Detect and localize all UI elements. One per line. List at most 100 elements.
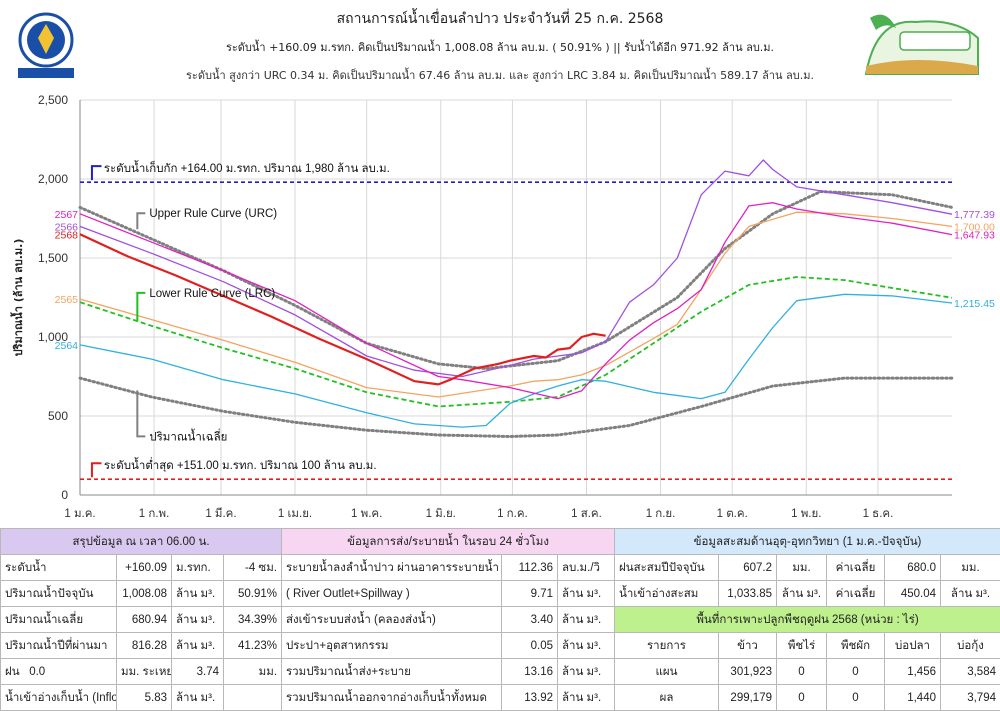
- table-cell: 680.0: [885, 555, 941, 581]
- table-cell: 0.05: [502, 633, 558, 659]
- summary-title: สรุปข้อมูล ณ เวลา 06.00 น.: [1, 529, 282, 555]
- table-cell: 680.94: [117, 607, 172, 633]
- table-cell: แผน: [615, 659, 719, 685]
- crop-header-row: รายการข้าวพืชไร่พืชผักบ่อปลาบ่อกุ้ง: [615, 633, 1000, 659]
- table-cell: 13.92: [502, 685, 558, 711]
- release-table: ข้อมูลการส่ง/ระบายน้ำ ในรอบ 24 ชั่วโมง ร…: [281, 528, 615, 711]
- x-tick-label: 1 พ.ค.: [351, 508, 382, 520]
- table-cell: 3,794: [941, 685, 1000, 711]
- crop-area-title: พื้นที่การเพาะปลูกพืชฤดูฝน 2568 (หน่วย :…: [615, 607, 1000, 633]
- table-cell: ระบายน้ำลงลำน้ำปาว ผ่านอาคารระบายน้ำ: [282, 555, 502, 581]
- table-cell: น้ำเข้าอ่างสะสม: [615, 581, 719, 607]
- reference-line-label: ระดับน้ำเก็บกัก +164.00 ม.รทก. ปริมาณ 1,…: [104, 160, 390, 175]
- table-cell: น้ำเข้าอ่างเก็บน้ำ (Inflow): [1, 685, 117, 711]
- table-cell: 1,008.08: [117, 581, 172, 607]
- table-cell: ล้าน ม³.: [941, 581, 1000, 607]
- x-tick-label: 1 ก.ย.: [646, 508, 676, 520]
- table-cell: ปริมาณน้ำปีที่ผ่านมา: [1, 633, 117, 659]
- series-start-label: 2564: [55, 340, 79, 352]
- table-cell: ลบ.ม./วิ: [558, 555, 615, 581]
- x-tick-label: 1 ต.ค.: [717, 508, 748, 520]
- table-cell: ล้าน ม³.: [172, 685, 224, 711]
- table-cell: 0: [827, 685, 885, 711]
- table-cell: รวมปริมาณน้ำออกจากอ่างเก็บน้ำทั้งหมด: [282, 685, 502, 711]
- table-cell: ค่าเฉลี่ย: [827, 581, 885, 607]
- x-tick-label: 1 มี.ค.: [205, 507, 236, 520]
- hydrology-table: ข้อมูลสะสมด้านอุตุ-อุทกวิทยา (1 ม.ค.-ปัจ…: [614, 528, 1000, 581]
- table-cell: ฝนสะสมปีปัจจุบัน: [615, 555, 719, 581]
- table-cell: 607.2: [719, 555, 777, 581]
- table-cell: ล้าน ม³.: [172, 581, 224, 607]
- table-cell: มม.: [941, 555, 1000, 581]
- table-cell: 301,923: [719, 659, 777, 685]
- series-start-label: 2567: [55, 209, 79, 221]
- series-start-label: 2568: [55, 229, 79, 241]
- y-tick-label: 2,000: [38, 172, 68, 186]
- table-cell: 450.04: [885, 581, 941, 607]
- table-cell: 3.74: [172, 659, 224, 685]
- summary-table: สรุปข้อมูล ณ เวลา 06.00 น. ระดับน้ำ+160.…: [0, 528, 282, 711]
- water-level-summary: ระดับน้ำ +160.09 ม.รทก. คิดเป็นปริมาณน้ำ…: [0, 38, 1000, 56]
- table-cell: ฝน 0.0: [1, 659, 117, 685]
- table-cell: 3,584: [941, 659, 1000, 685]
- lampao-dam-logo: [856, 8, 986, 80]
- table-cell: ม.รทก.: [172, 555, 224, 581]
- table-cell: 13.16: [502, 659, 558, 685]
- table-cell: 34.39%: [224, 607, 282, 633]
- table-cell: ผล: [615, 685, 719, 711]
- table-cell: 41.23%: [224, 633, 282, 659]
- table-cell: ล้าน ม³.: [172, 633, 224, 659]
- table-cell: 0: [827, 659, 885, 685]
- x-tick-label: 1 ม.ค.: [64, 508, 95, 520]
- x-tick-label: 1 ธ.ค.: [863, 508, 894, 520]
- table-cell: +160.09: [117, 555, 172, 581]
- table-cell: ล้าน ม³.: [558, 607, 615, 633]
- x-tick-label: 1 พ.ย.: [791, 508, 821, 520]
- table-cell: ( River Outlet+Spillway ): [282, 581, 502, 607]
- y-tick-label: 0: [61, 488, 68, 502]
- table-cell: มม.: [777, 555, 827, 581]
- table-cell: 50.91%: [224, 581, 282, 607]
- annotation-label: Upper Rule Curve (URC): [149, 208, 277, 220]
- table-cell: [224, 685, 282, 711]
- table-cell: 5.83: [117, 685, 172, 711]
- y-tick-label: 500: [48, 409, 68, 423]
- annotation-label: ปริมาณน้ำเฉลี่ย: [149, 428, 227, 443]
- table-cell: ล้าน ม³.: [558, 685, 615, 711]
- reference-line-label: ระดับน้ำต่ำสุด +151.00 ม.รทก. ปริมาณ 100…: [104, 457, 377, 472]
- series-end-label: 1,647.93: [954, 230, 995, 242]
- table-cell: 1,440: [885, 685, 941, 711]
- table-cell: ล้าน ม³.: [777, 581, 827, 607]
- x-tick-label: 1 ก.พ.: [139, 508, 170, 520]
- summary-row: น้ำเข้าอ่างเก็บน้ำ (Inflow)5.83ล้าน ม³.: [1, 685, 282, 711]
- table-cell: บ่อกุ้ง: [941, 633, 1000, 659]
- hydrology-title: ข้อมูลสะสมด้านอุตุ-อุทกวิทยา (1 ม.ค.-ปัจ…: [615, 529, 1000, 555]
- table-cell: ปริมาณน้ำปัจจุบัน: [1, 581, 117, 607]
- table-cell: ส่งเข้าระบบส่งน้ำ (คลองส่งน้ำ): [282, 607, 502, 633]
- table-cell: ปริมาณน้ำเฉลี่ย: [1, 607, 117, 633]
- table-cell: 1,033.85: [719, 581, 777, 607]
- table-cell: 816.28: [117, 633, 172, 659]
- series-start-label: 2565: [55, 294, 79, 306]
- table-cell: 1,456: [885, 659, 941, 685]
- table-cell: -4 ซม.: [224, 555, 282, 581]
- table-cell: บ่อปลา: [885, 633, 941, 659]
- annotation-label: Lower Rule Curve (LRC): [149, 288, 275, 300]
- series-end-label: 1,215.45: [954, 298, 995, 310]
- table-cell: ล้าน ม³.: [558, 659, 615, 685]
- series-end-label: 1,777.39: [954, 209, 995, 221]
- x-tick-label: 1 มิ.ย.: [426, 507, 456, 520]
- page-title: สถานการณ์น้ำเขื่อนลำปาว ประจำวันที่ 25 ก…: [0, 8, 1000, 30]
